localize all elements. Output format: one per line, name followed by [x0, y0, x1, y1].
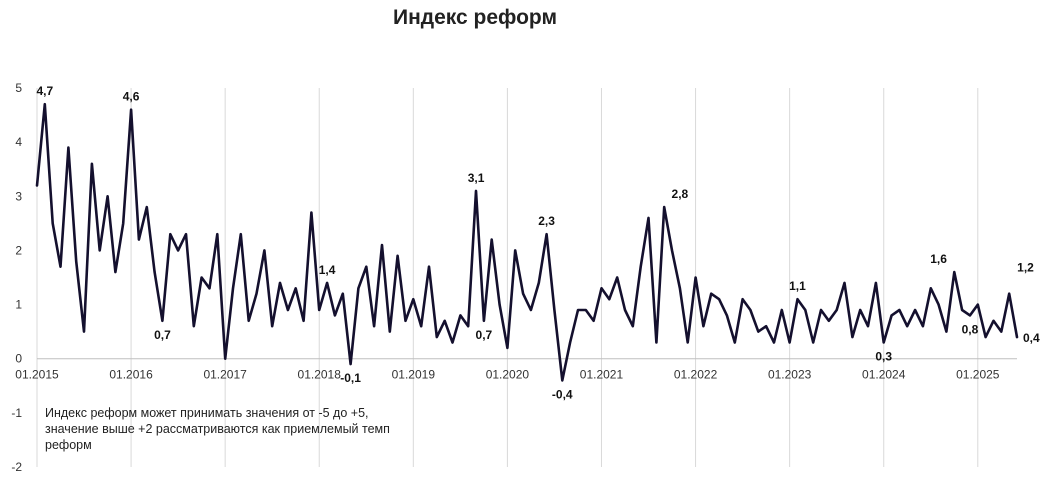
y-tick-label: 1: [15, 298, 22, 312]
data-label: 2,3: [538, 214, 555, 228]
data-label: 0,4: [1023, 331, 1040, 345]
x-tick-label: 01.2021: [580, 368, 624, 382]
data-label: 0,7: [476, 328, 493, 342]
y-tick-label: 0: [15, 352, 22, 366]
x-tick-label: 01.2024: [862, 368, 906, 382]
data-label: 3,1: [468, 171, 485, 185]
y-tick-label: -2: [11, 460, 22, 474]
data-label: -0,4: [552, 387, 573, 401]
y-tick-label: 5: [15, 81, 22, 95]
x-tick-label: 01.2023: [768, 368, 812, 382]
gridlines: [36, 88, 979, 467]
axes: 01.2015 01.2016 01.2017 01.2018 01.2019 01.20…: [11, 81, 1017, 474]
data-labels: 4,7 4,6 0,7 1,4 -0,1 3,1 0,7 2,3 -0,4 2,8 1,1 0,3 1,…: [36, 84, 1040, 401]
x-tick-label: 01.2020: [486, 368, 530, 382]
data-label: 0,8: [962, 322, 979, 336]
chart-note: Индекс реформ может принимать значения о…: [45, 406, 390, 452]
data-label: 1,4: [319, 263, 336, 277]
x-tick-label: 01.2016: [109, 368, 153, 382]
data-label: 4,7: [36, 84, 53, 98]
data-label: 0,7: [154, 328, 171, 342]
x-tick-label: 01.2017: [203, 368, 247, 382]
series: [35, 102, 1019, 382]
series-line: [35, 102, 1019, 382]
y-tick-label: 4: [15, 135, 22, 149]
data-label: 4,6: [123, 90, 140, 104]
x-tick-label: 01.2015: [15, 368, 59, 382]
x-tick-label: 01.2019: [392, 368, 436, 382]
x-tick-label: 01.2022: [674, 368, 718, 382]
data-label: 0,3: [875, 349, 892, 363]
x-tick-label: 01.2018: [298, 368, 342, 382]
chart-title: Индекс реформ: [392, 6, 558, 29]
x-tick-label: 01.2025: [956, 368, 1000, 382]
y-tick-label: 3: [15, 189, 22, 203]
data-label: 1,2: [1017, 261, 1034, 275]
data-label: 1,6: [930, 252, 947, 266]
y-tick-label: -1: [11, 406, 22, 420]
data-label: 2,8: [672, 187, 689, 201]
data-label: 1,1: [789, 279, 806, 293]
data-label: -0,1: [340, 371, 361, 385]
y-tick-label: 2: [15, 243, 22, 257]
